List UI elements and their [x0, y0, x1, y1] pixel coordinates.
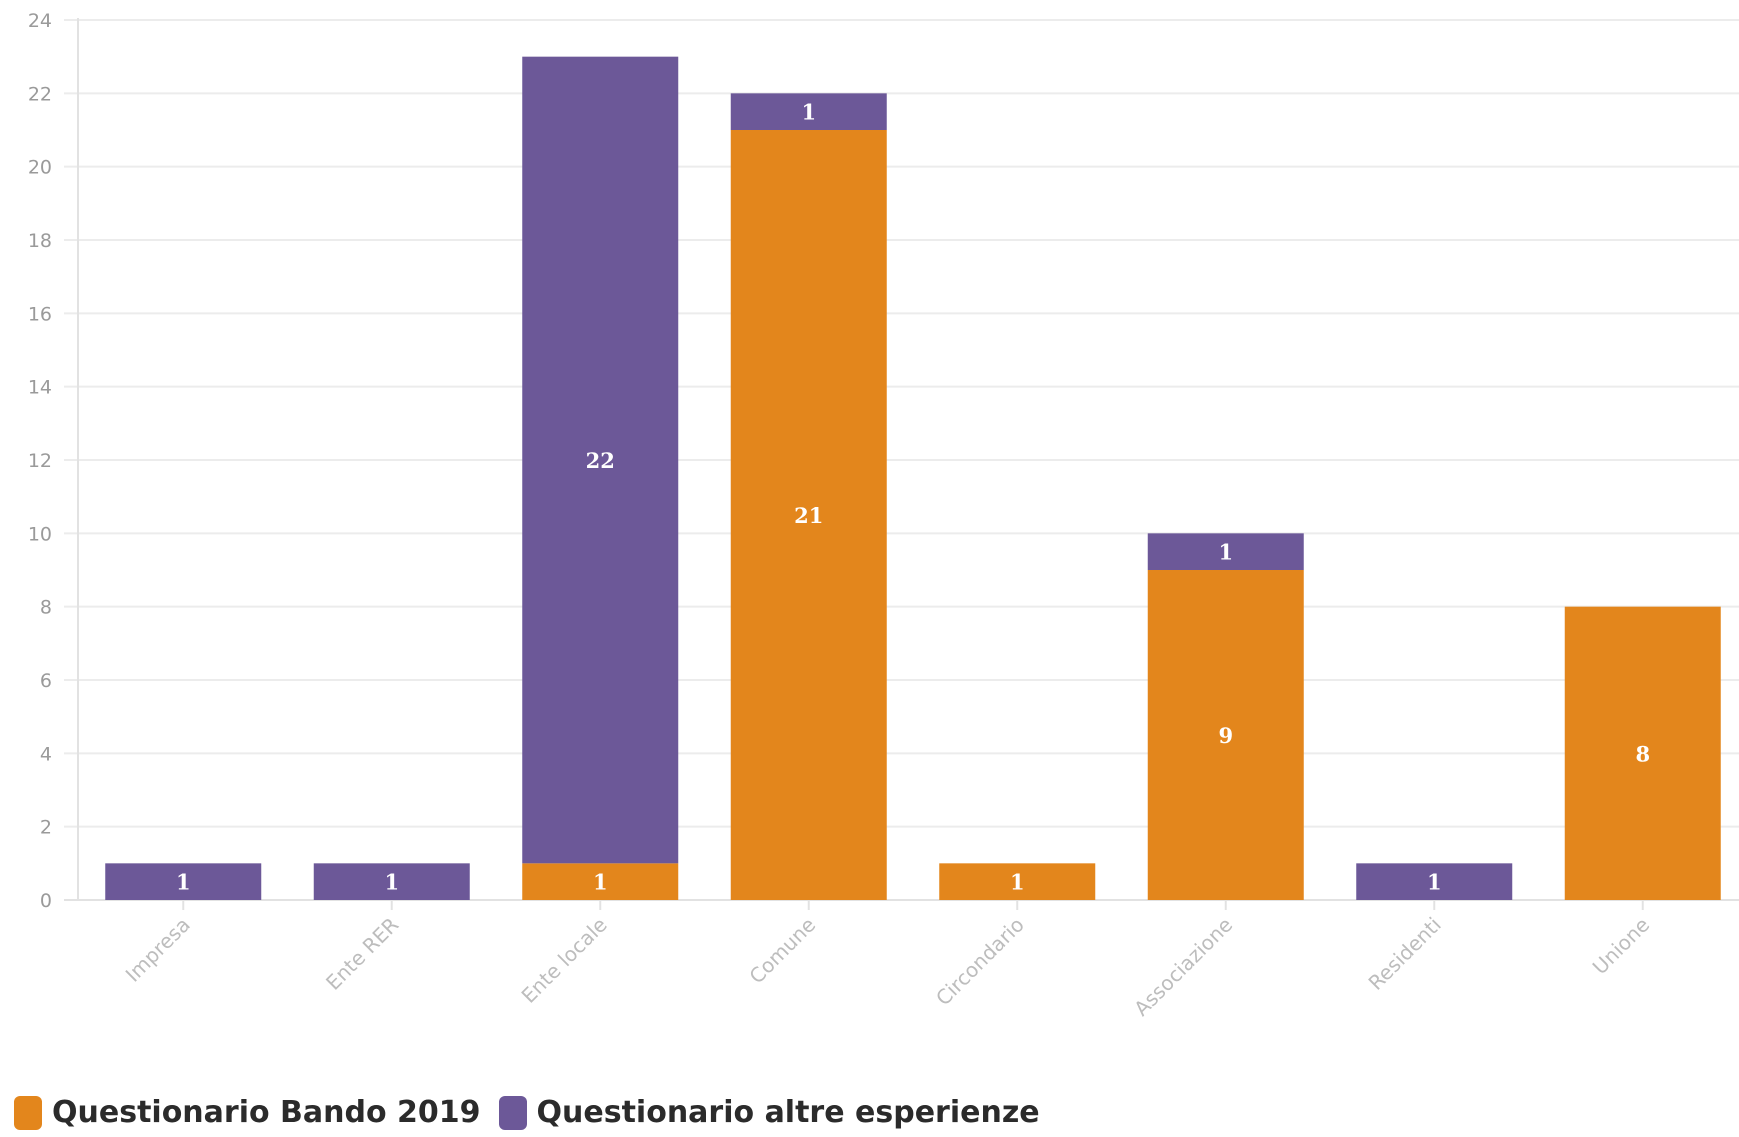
bar-label-ente-rer-series-1: 1 — [384, 870, 399, 895]
x-tick-label-ente-locale: Ente locale — [517, 913, 612, 1008]
bar-labels: 1 1 1 22 21 1 1 9 1 1 8 — [176, 100, 1650, 895]
y-tick-label-6: 6 — [40, 670, 52, 692]
x-tick-label-unione: Unione — [1588, 913, 1655, 980]
bar-ente-locale-series-0[interactable] — [522, 863, 679, 900]
y-tick-label-14: 14 — [28, 377, 52, 399]
y-tick-label-2: 2 — [40, 817, 52, 839]
bar-comune-series-1[interactable] — [730, 93, 887, 130]
bar-label-unione-series-0: 8 — [1635, 741, 1650, 766]
bar-label-circondario-series-0: 1 — [1010, 870, 1025, 895]
y-tick-label-24: 24 — [28, 10, 52, 32]
bar-label-comune-series-0: 21 — [794, 503, 823, 528]
bar-circondario-series-0[interactable] — [939, 863, 1096, 900]
x-tick-label-ente-rer: Ente RER — [321, 912, 403, 994]
y-tick-label-20: 20 — [28, 157, 52, 179]
bar-label-ente-locale-series-1: 22 — [586, 448, 615, 473]
x-tick-label-associazione: Associazione — [1129, 913, 1237, 1021]
chart-legend: Questionario Bando 2019 Questionario alt… — [14, 1095, 1058, 1130]
legend-swatch-altre-esperienze — [498, 1095, 527, 1130]
legend-label-altre-esperienze: Questionario altre esperienze — [536, 1095, 1040, 1130]
bar-ente-locale-series-1[interactable] — [522, 56, 679, 864]
x-tick-label-impresa: Impresa — [121, 913, 195, 987]
y-tick-label-12: 12 — [28, 450, 52, 472]
y-tick-label-0: 0 — [40, 890, 52, 912]
y-tick-label-16: 16 — [28, 303, 52, 325]
x-axis-ticks: Impresa Ente RER Ente locale Comune Circonda… — [121, 900, 1655, 1021]
legend-swatch-bando-2019 — [14, 1095, 42, 1130]
x-tick-label-circondario: Circondario — [931, 913, 1029, 1011]
y-tick-label-18: 18 — [28, 230, 52, 252]
legend-item-bando-2019[interactable]: Questionario Bando 2019 — [14, 1095, 481, 1130]
grid-lines — [64, 18, 1739, 901]
bar-associazione-series-1[interactable] — [1147, 533, 1304, 570]
bar-label-comune-series-1: 1 — [801, 100, 816, 125]
bar-label-impresa-series-1: 1 — [176, 870, 191, 895]
bar-impresa-series-1[interactable] — [105, 863, 262, 900]
bar-label-ente-locale-series-0: 1 — [593, 870, 608, 895]
bar-residenti-series-1[interactable] — [1356, 863, 1513, 900]
x-tick-label-comune: Comune — [744, 913, 820, 989]
bars — [105, 56, 1721, 900]
bar-label-residenti-series-1: 1 — [1427, 870, 1442, 895]
legend-label-bando-2019: Questionario Bando 2019 — [52, 1095, 481, 1130]
bar-associazione-series-0[interactable] — [1147, 570, 1304, 900]
y-tick-label-10: 10 — [28, 523, 52, 545]
y-tick-label-4: 4 — [40, 743, 52, 765]
bar-ente-rer-series-1[interactable] — [313, 863, 470, 900]
bar-unione-series-0[interactable] — [1564, 606, 1721, 900]
bar-label-associazione-series-0: 9 — [1218, 723, 1233, 748]
y-tick-label-8: 8 — [40, 597, 52, 619]
x-tick-label-residenti: Residenti — [1364, 913, 1446, 995]
bar-label-associazione-series-1: 1 — [1218, 540, 1233, 565]
legend-item-altre-esperienze[interactable]: Questionario altre esperienze — [498, 1095, 1040, 1130]
bar-comune-series-0[interactable] — [730, 130, 887, 900]
y-tick-label-22: 22 — [28, 83, 52, 105]
